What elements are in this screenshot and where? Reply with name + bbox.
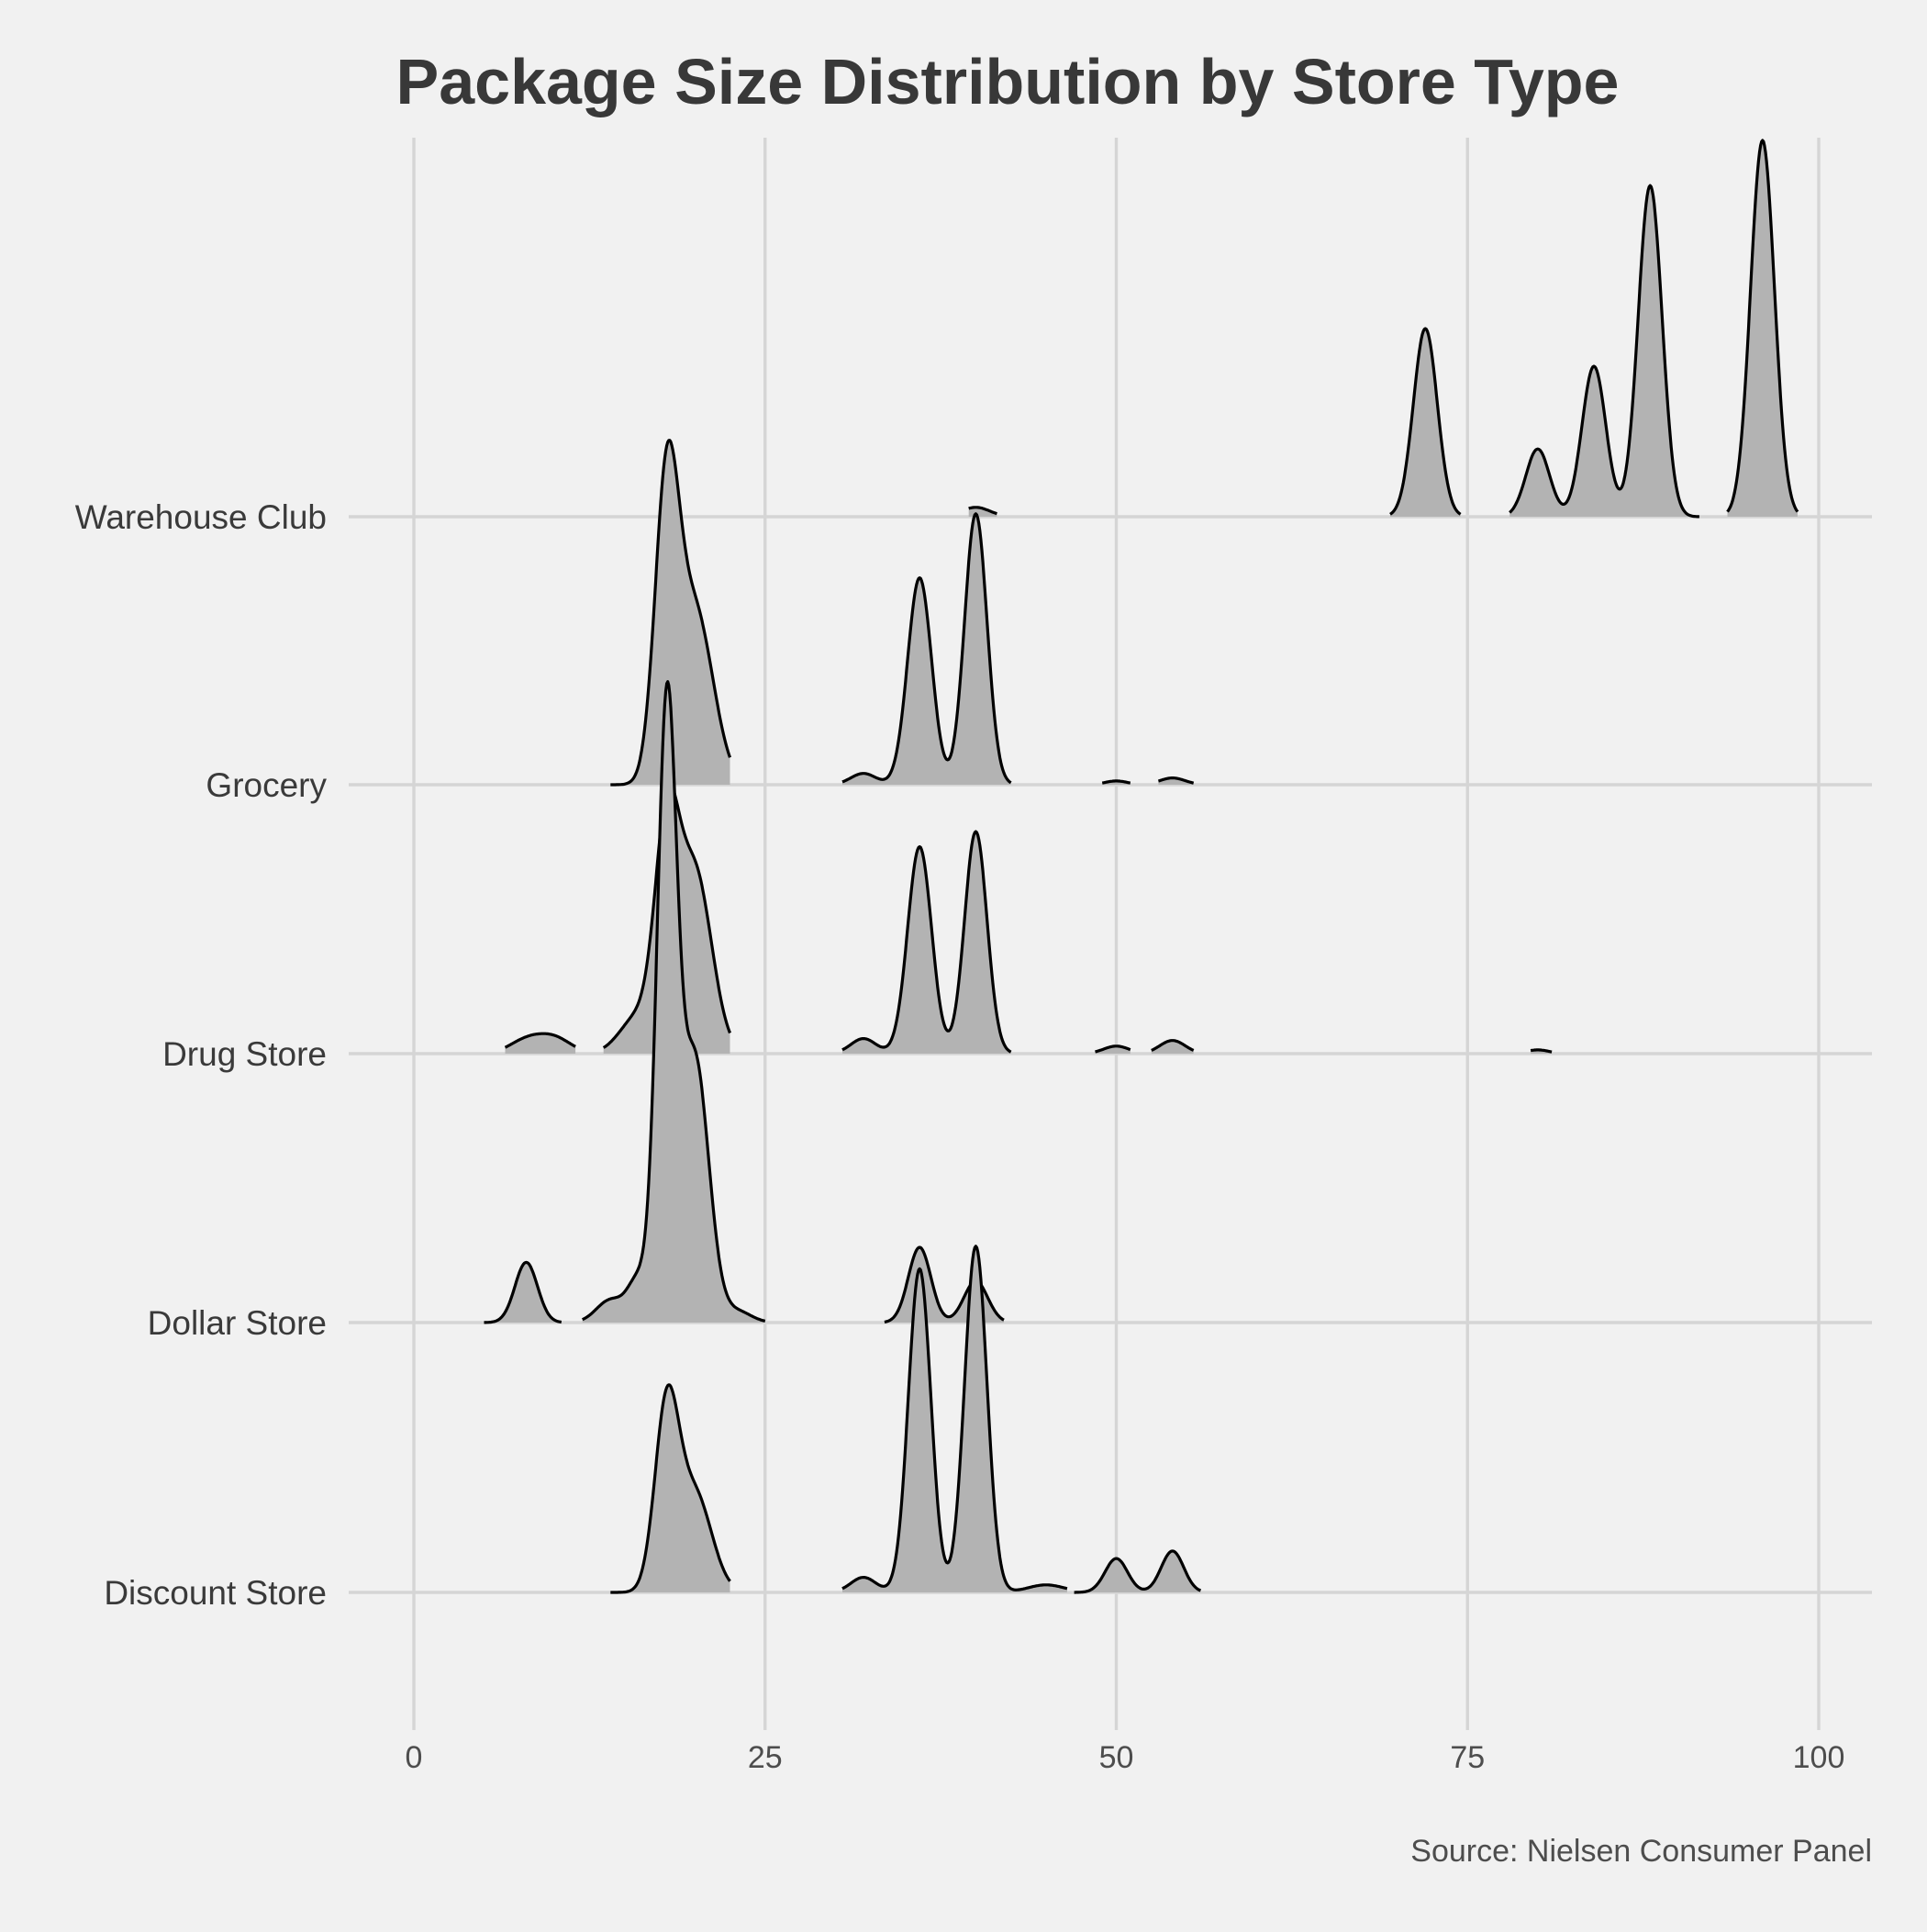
- ridge-line-discount-store-0: [609, 1383, 731, 1594]
- ridge-fill-grocery-1: [842, 513, 1011, 785]
- x-tick-label-0: 0: [406, 1740, 423, 1775]
- ridge-line-dollar-store-0: [484, 1260, 563, 1324]
- y-tick-label-grocery: Grocery: [206, 766, 327, 804]
- ridge-line-warehouse-club-3: [1726, 139, 1799, 513]
- label-layer: 0 25 50 75 100 Warehouse Club Grocery Drug Stor…: [75, 498, 1845, 1775]
- chart-caption: Source: Nielsen Consumer Panel: [1410, 1834, 1872, 1869]
- y-tick-label-drug-store: Drug Store: [162, 1035, 327, 1073]
- ridge-line-drug-store-4: [1151, 1039, 1195, 1052]
- ridge-line-warehouse-club-0: [968, 506, 997, 516]
- ridge-line-dollar-store-1: [582, 680, 766, 1323]
- ridge-line-discount-store-2: [1074, 1549, 1202, 1594]
- ridge-line-warehouse-club-2: [1509, 184, 1700, 519]
- ridge-line-drug-store-5: [1530, 1048, 1553, 1054]
- ridge-line-drug-store-3: [1095, 1044, 1131, 1054]
- ridge-line-grocery-0: [609, 439, 732, 787]
- ridge-line-discount-store-1: [841, 1245, 1068, 1591]
- ridge-fill-grocery-0: [610, 440, 730, 785]
- ridge-line-grocery-2: [1101, 779, 1131, 785]
- ridge-line-dollar-store-2: [884, 1245, 1005, 1323]
- ridge-line-drug-store-0: [504, 1032, 576, 1049]
- ridge-discount-store: [609, 1245, 1202, 1594]
- x-tick-label-100: 100: [1793, 1740, 1845, 1775]
- ridge-fill-warehouse-club-2: [1509, 185, 1699, 517]
- y-tick-label-discount-store: Discount Store: [104, 1574, 327, 1612]
- chart-title: Package Size Distribution by Store Type: [396, 46, 1620, 117]
- ridge-fill-dollar-store-1: [582, 681, 765, 1323]
- ridge-fill-discount-store-0: [610, 1384, 730, 1592]
- ridge-line-grocery-3: [1157, 776, 1195, 785]
- ridge-line-drug-store-2: [841, 830, 1012, 1054]
- ridge-fill-discount-store-2: [1074, 1550, 1201, 1592]
- ridge-fill-drug-store-2: [842, 832, 1011, 1054]
- ridge-fill-warehouse-club-3: [1727, 140, 1798, 517]
- x-tick-label-50: 50: [1099, 1740, 1134, 1775]
- y-tick-label-dollar-store: Dollar Store: [148, 1304, 327, 1342]
- ridge-line-grocery-1: [841, 512, 1012, 785]
- ridge-fill-drug-store-4: [1151, 1040, 1194, 1054]
- y-tick-label-warehouse-club: Warehouse Club: [75, 498, 327, 536]
- x-tick-label-25: 25: [748, 1740, 783, 1775]
- ridge-fill-dollar-store-0: [484, 1262, 562, 1323]
- ridge-grocery: [609, 439, 1195, 787]
- ridge-layer: [484, 139, 1799, 1594]
- ridge-fill-warehouse-club-1: [1390, 329, 1461, 517]
- ridge-line-warehouse-club-1: [1389, 327, 1462, 516]
- x-tick-label-75: 75: [1450, 1740, 1485, 1775]
